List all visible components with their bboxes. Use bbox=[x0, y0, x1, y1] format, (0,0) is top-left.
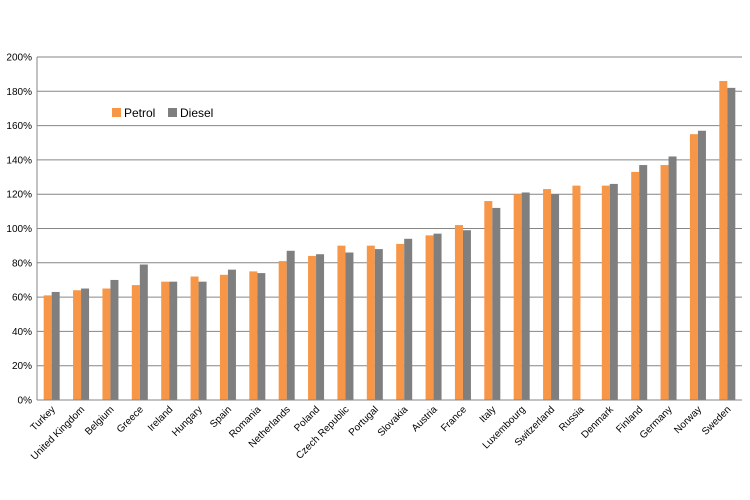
bar-petrol-italy bbox=[484, 201, 493, 400]
bar-petrol-austria bbox=[425, 235, 434, 400]
bar-diesel-belgium bbox=[110, 279, 119, 400]
bar-petrol-turkey bbox=[43, 295, 52, 400]
bar-petrol-denmark bbox=[601, 185, 610, 400]
bar-petrol-portugal bbox=[366, 245, 375, 400]
bar-diesel-romania bbox=[257, 273, 266, 400]
bar-petrol-norway bbox=[689, 134, 698, 401]
x-tick-label: Sweden bbox=[700, 404, 733, 437]
bar-diesel-ireland bbox=[169, 281, 178, 400]
y-tick-label: 20% bbox=[12, 361, 32, 372]
bar-petrol-france bbox=[454, 225, 463, 400]
x-tick-label: Greece bbox=[115, 404, 146, 435]
y-tick-label: 80% bbox=[12, 258, 32, 269]
x-tick-label: Austria bbox=[410, 404, 440, 434]
x-tick-label: Italy bbox=[478, 404, 499, 425]
bar-diesel-spain bbox=[227, 269, 236, 400]
bar-diesel-turkey bbox=[51, 291, 60, 400]
bar-diesel-finland bbox=[639, 165, 648, 400]
bar-diesel-hungary bbox=[198, 281, 207, 400]
legend-swatch-diesel bbox=[168, 108, 177, 117]
bar-petrol-slovakia bbox=[396, 243, 405, 400]
y-tick-label: 120% bbox=[6, 190, 32, 201]
y-axis-ticks: 0% 20% 40% 60% 80% 100% 120% 140% 160% 180% 200% bbox=[6, 53, 32, 407]
bar-petrol-switzerland bbox=[543, 189, 552, 400]
y-tick-label: 180% bbox=[6, 87, 32, 98]
bar-diesel-norway bbox=[697, 130, 706, 400]
bar-diesel-czech-republic bbox=[345, 252, 354, 400]
bar-diesel-italy bbox=[492, 207, 501, 400]
legend-label-petrol: Petrol bbox=[124, 106, 155, 120]
x-tick-label: Czech Republic bbox=[294, 404, 351, 461]
y-tick-label: 60% bbox=[12, 293, 32, 304]
bar-diesel-poland bbox=[316, 254, 325, 400]
x-tick-label: Spain bbox=[208, 404, 234, 430]
bar-petrol-ireland bbox=[161, 281, 170, 400]
bar-petrol-germany bbox=[660, 165, 669, 400]
y-tick-label: 160% bbox=[6, 121, 32, 132]
bar-diesel-denmark bbox=[609, 183, 618, 400]
x-tick-label: United Kingdom bbox=[29, 404, 87, 462]
x-tick-label: Belgium bbox=[83, 404, 116, 437]
x-tick-label: Slovakia bbox=[376, 404, 411, 439]
bars bbox=[43, 81, 736, 401]
x-tick-label: Denmark bbox=[579, 404, 616, 441]
bar-petrol-sweden bbox=[719, 81, 728, 400]
x-tick-label: France bbox=[439, 404, 469, 434]
bar-diesel-netherlands bbox=[286, 250, 295, 400]
bar-petrol-russia bbox=[572, 185, 581, 400]
bar-diesel-portugal bbox=[374, 249, 383, 400]
bar-petrol-greece bbox=[131, 285, 140, 400]
gridlines bbox=[37, 56, 742, 367]
x-tick-label: Hungary bbox=[170, 404, 205, 439]
y-tick-label: 140% bbox=[6, 155, 32, 166]
x-tick-label: Portugal bbox=[347, 404, 381, 438]
bar-petrol-poland bbox=[308, 255, 317, 400]
bar-petrol-luxembourg bbox=[513, 194, 522, 400]
bar-petrol-hungary bbox=[190, 276, 199, 400]
bar-petrol-united-kingdom bbox=[73, 290, 82, 400]
y-tick-label: 0% bbox=[18, 396, 33, 407]
legend-label-diesel: Diesel bbox=[180, 106, 213, 120]
bar-diesel-france bbox=[462, 230, 471, 400]
bar-diesel-switzerland bbox=[551, 194, 560, 400]
bar-petrol-czech-republic bbox=[337, 245, 346, 400]
bar-diesel-austria bbox=[433, 233, 442, 400]
y-tick-label: 200% bbox=[6, 53, 32, 64]
bar-diesel-germany bbox=[668, 156, 677, 400]
bar-diesel-slovakia bbox=[404, 238, 413, 400]
bar-diesel-united-kingdom bbox=[81, 288, 90, 400]
bar-petrol-finland bbox=[631, 171, 640, 400]
bar-diesel-luxembourg bbox=[521, 192, 530, 400]
bar-petrol-romania bbox=[249, 271, 258, 400]
x-tick-label: Norway bbox=[672, 404, 704, 436]
legend-swatch-petrol bbox=[112, 108, 121, 117]
bar-petrol-belgium bbox=[102, 288, 111, 400]
bar-diesel-sweden bbox=[727, 87, 736, 401]
y-tick-label: 100% bbox=[6, 224, 32, 235]
bar-petrol-spain bbox=[219, 274, 228, 400]
bar-diesel-greece bbox=[139, 264, 148, 400]
y-tick-label: 40% bbox=[12, 327, 32, 338]
x-tick-label: Germany bbox=[638, 404, 675, 441]
legend: Petrol Diesel bbox=[112, 106, 213, 120]
bar-petrol-netherlands bbox=[278, 261, 287, 400]
